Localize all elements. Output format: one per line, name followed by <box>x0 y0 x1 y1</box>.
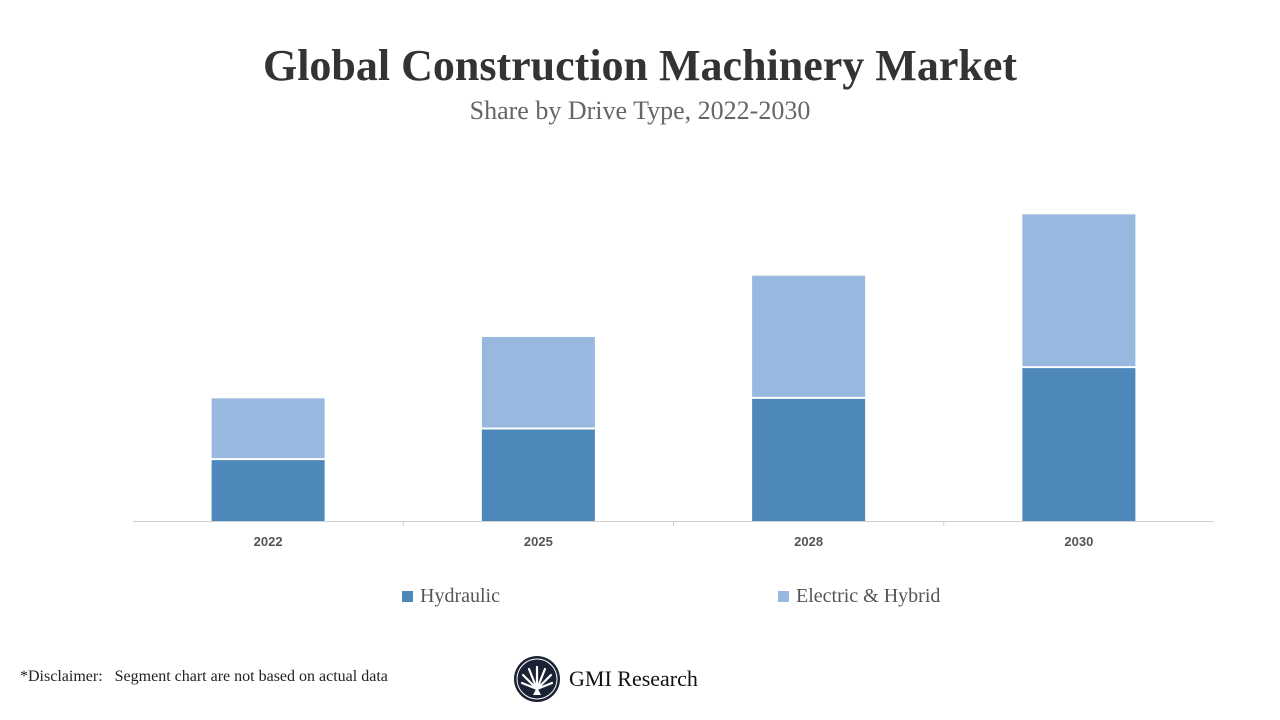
x-tick-label: 2028 <box>794 534 823 549</box>
bar-hydraulic-2022 <box>211 459 325 521</box>
bar-electric-hybrid-2028 <box>752 275 866 398</box>
legend-swatch-electric-hybrid <box>778 591 789 602</box>
bar-electric-hybrid-2025 <box>481 337 595 428</box>
bar-hydraulic-2030 <box>1022 367 1136 521</box>
chart-subtitle: Share by Drive Type, 2022-2030 <box>469 96 811 125</box>
x-tick-label: 2030 <box>1064 534 1093 549</box>
bar-hydraulic-2028 <box>752 398 866 521</box>
legend-item-hydraulic: Hydraulic <box>402 585 500 608</box>
disclaimer-text: *Disclaimer: Segment chart are not based… <box>20 668 388 685</box>
stacked-bar-chart: 2022 2025 2028 2030 <box>133 214 1214 549</box>
legend-label: Hydraulic <box>420 585 500 607</box>
gmi-research-logo: GMI Research <box>513 655 698 703</box>
chart-title: Global Construction Machinery Market <box>262 41 1018 90</box>
fan-leaf-icon <box>514 656 560 702</box>
bar-electric-hybrid-2022 <box>211 398 325 459</box>
x-tick-label: 2022 <box>254 534 283 549</box>
legend-item-electric-hybrid: Electric & Hybrid <box>778 585 940 608</box>
x-tick-label: 2025 <box>524 534 553 549</box>
logo-text: GMI Research <box>569 666 698 691</box>
legend-label: Electric & Hybrid <box>796 585 941 607</box>
bar-electric-hybrid-2030 <box>1022 214 1136 367</box>
bar-hydraulic-2025 <box>481 429 595 521</box>
legend-swatch-hydraulic <box>402 591 413 602</box>
